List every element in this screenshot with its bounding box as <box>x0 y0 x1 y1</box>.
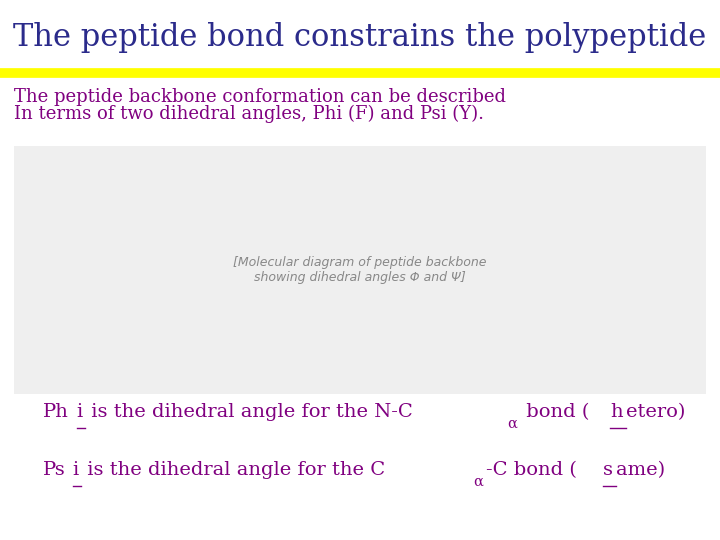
Text: ame): ame) <box>616 461 665 479</box>
Text: Ph: Ph <box>43 403 69 421</box>
Text: α: α <box>508 417 518 431</box>
Text: h: h <box>610 403 623 421</box>
Text: Ps: Ps <box>43 461 66 479</box>
Text: [Molecular diagram of peptide backbone
showing dihedral angles Φ and Ψ]: [Molecular diagram of peptide backbone s… <box>233 256 487 284</box>
Text: In terms of two dihedral angles, Phi (F) and Psi (Y).: In terms of two dihedral angles, Phi (F)… <box>14 104 485 123</box>
Text: bond (: bond ( <box>521 403 590 421</box>
Text: is the dihedral angle for the N-C: is the dihedral angle for the N-C <box>85 403 413 421</box>
Text: i: i <box>76 403 83 421</box>
Text: α: α <box>473 475 483 489</box>
Text: etero): etero) <box>626 403 685 421</box>
Text: The peptide bond constrains the polypeptide: The peptide bond constrains the polypept… <box>14 22 706 53</box>
Text: is the dihedral angle for the C: is the dihedral angle for the C <box>81 461 384 479</box>
Text: s: s <box>603 461 613 479</box>
Text: The peptide backbone conformation can be described: The peptide backbone conformation can be… <box>14 88 506 106</box>
Text: -C bond (: -C bond ( <box>486 461 577 479</box>
Text: i: i <box>73 461 78 479</box>
FancyBboxPatch shape <box>14 146 706 394</box>
